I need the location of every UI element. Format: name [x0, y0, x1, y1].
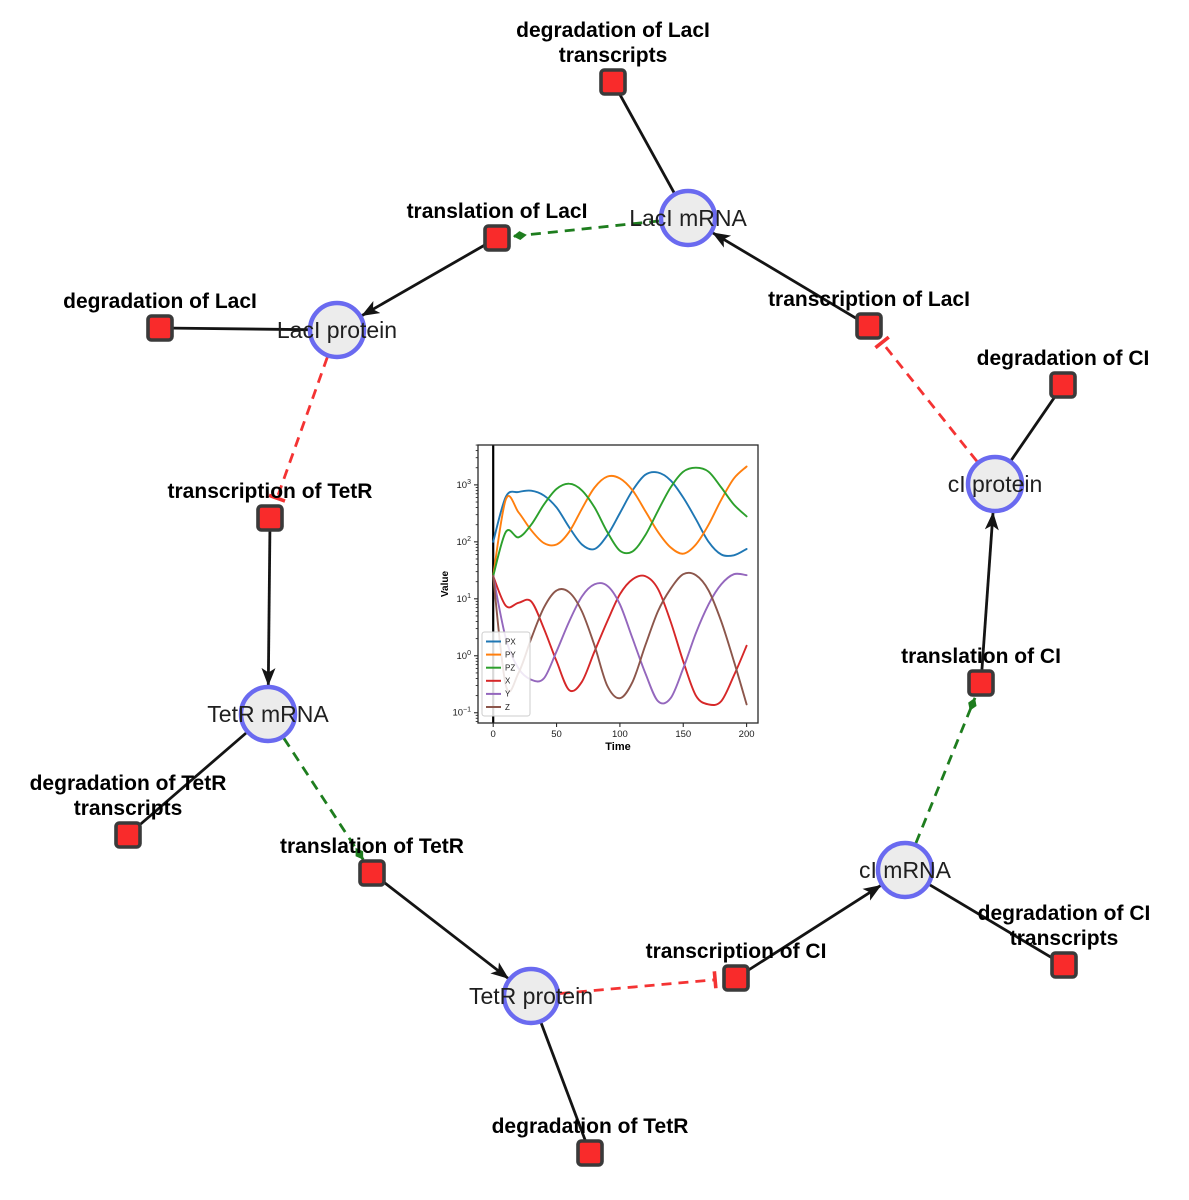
- edge-modifier-ci_mrna-transl_ci: [914, 697, 977, 844]
- species-label-ci_protein: cI protein: [948, 471, 1043, 497]
- edge-product-txn_tetr-tetr_mrna: [261, 530, 276, 686]
- legend-label-PY: PY: [505, 650, 516, 659]
- species-node-laci_mrna[interactable]: [658, 188, 718, 248]
- edge-reactant-ci_mrna-deg_ci_tx: [929, 883, 1054, 960]
- edge-product-txn_ci-ci_mrna: [746, 884, 882, 973]
- series-curve-PZ: [492, 466, 748, 578]
- reaction-label-deg_ci_tx-line0: degradation of CI: [978, 902, 1151, 925]
- edge-reactant-tetr_protein-deg_tetr: [539, 1022, 587, 1142]
- species-node-tetr_protein[interactable]: [501, 966, 561, 1026]
- legend-box: [481, 631, 531, 717]
- edge-inhibition-tetr_protein-txn_ci: [559, 971, 718, 995]
- edge-modifier-laci_mrna-transl_laci: [512, 219, 660, 241]
- edge-inhibition-laci_protein-txn_tetr: [268, 356, 329, 503]
- edge-product-transl_laci-laci_protein: [361, 243, 487, 317]
- reaction-node-deg_laci_tx[interactable]: [599, 68, 627, 96]
- reaction-node-transl_laci[interactable]: [483, 224, 511, 252]
- species-label-tetr_protein: TetR protein: [469, 983, 593, 1009]
- reaction-label-deg_laci_tx-line0: degradation of LacI: [516, 19, 710, 42]
- legend-label-Y: Y: [505, 690, 511, 699]
- reaction-label-deg_tetr_tx-line0: degradation of TetR: [30, 772, 227, 795]
- species-node-laci_protein[interactable]: [307, 300, 367, 360]
- label-layer: degradation of LacItranscriptstranslatio…: [30, 19, 1151, 1138]
- species-node-ci_mrna[interactable]: [875, 840, 935, 900]
- species-node-ci_protein[interactable]: [965, 454, 1025, 514]
- edge-inhibition-ci_protein-txn_laci: [874, 335, 978, 463]
- x-tick-label: 100: [612, 729, 628, 740]
- axes-frame: [477, 444, 759, 724]
- species-label-laci_mrna: LacI mRNA: [629, 205, 747, 231]
- reaction-label-deg_tetr_tx-line1: transcripts: [74, 797, 183, 820]
- edge-layer: [136, 92, 1057, 1142]
- legend-label-PX: PX: [505, 637, 516, 646]
- x-tick-label: 200: [739, 729, 755, 740]
- reaction-node-deg_laci[interactable]: [146, 314, 174, 342]
- legend-label-PZ: PZ: [505, 664, 515, 673]
- node-layer: [114, 68, 1078, 1167]
- edge-product-txn_laci-laci_mrna: [712, 231, 859, 321]
- reaction-label-deg_laci-line0: degradation of LacI: [63, 290, 257, 313]
- series-curve-Z: [492, 571, 748, 706]
- species-node-tetr_mrna[interactable]: [238, 684, 298, 744]
- reaction-label-transl_laci-line0: translation of LacI: [407, 200, 588, 223]
- species-label-ci_mrna: cI mRNA: [859, 857, 952, 883]
- curve-layer: [492, 465, 748, 706]
- reaction-node-deg_ci[interactable]: [1049, 371, 1077, 399]
- reaction-label-deg_tetr-line0: degradation of TetR: [492, 1115, 689, 1138]
- edge-reactant-ci_protein-deg_ci: [1010, 394, 1057, 461]
- reaction-label-txn_tetr-line0: transcription of TetR: [168, 480, 373, 503]
- x-tick-label: 50: [551, 729, 562, 740]
- reaction-label-deg_ci-line0: degradation of CI: [977, 347, 1150, 370]
- x-tick-label: 150: [675, 729, 691, 740]
- reaction-label-transl_ci-line0: translation of CI: [901, 645, 1061, 668]
- reaction-label-txn_ci-line0: transcription of CI: [646, 940, 827, 963]
- legend-label-Z: Z: [505, 703, 510, 712]
- edge-reactant-tetr_mrna-deg_tetr_tx: [136, 731, 248, 828]
- y-axis-title: Value: [440, 571, 451, 598]
- reaction-node-deg_ci_tx[interactable]: [1050, 951, 1078, 979]
- reaction-node-txn_ci[interactable]: [722, 964, 750, 992]
- x-tick-label: 0: [491, 729, 496, 740]
- reaction-node-txn_laci[interactable]: [855, 312, 883, 340]
- edge-product-transl_ci-ci_protein: [980, 511, 999, 671]
- reaction-node-deg_tetr_tx[interactable]: [114, 821, 142, 849]
- reaction-label-deg_ci_tx-line1: transcripts: [1010, 927, 1119, 950]
- reaction-node-transl_ci[interactable]: [967, 669, 995, 697]
- reaction-node-deg_tetr[interactable]: [576, 1139, 604, 1167]
- edge-reactant-laci_protein-deg_laci: [172, 326, 309, 332]
- reaction-label-txn_laci-line0: transcription of LacI: [768, 288, 970, 311]
- reaction-node-transl_tetr[interactable]: [358, 859, 386, 887]
- edge-reactant-laci_mrna-deg_laci_tx: [618, 92, 676, 194]
- legend-label-X: X: [505, 677, 511, 686]
- series-curve-PX: [492, 471, 748, 558]
- reaction-label-deg_laci_tx-line1: transcripts: [559, 44, 668, 67]
- edge-modifier-tetr_mrna-transl_tetr: [282, 737, 365, 861]
- species-label-laci_protein: LacI protein: [277, 317, 397, 343]
- reaction-label-transl_tetr-line0: translation of TetR: [280, 835, 464, 858]
- series-curve-X: [492, 574, 748, 706]
- edge-product-transl_tetr-tetr_protein: [381, 879, 509, 980]
- x-axis-title: Time: [605, 741, 630, 753]
- series-curve-PY: [492, 465, 748, 578]
- reaction-node-txn_tetr[interactable]: [256, 504, 284, 532]
- series-curve-Y: [492, 572, 748, 705]
- timecourse-chart: 0 50 100 150 20010−1100101102103TimeValuePXP…: [438, 438, 770, 760]
- species-label-tetr_mrna: TetR mRNA: [207, 701, 329, 727]
